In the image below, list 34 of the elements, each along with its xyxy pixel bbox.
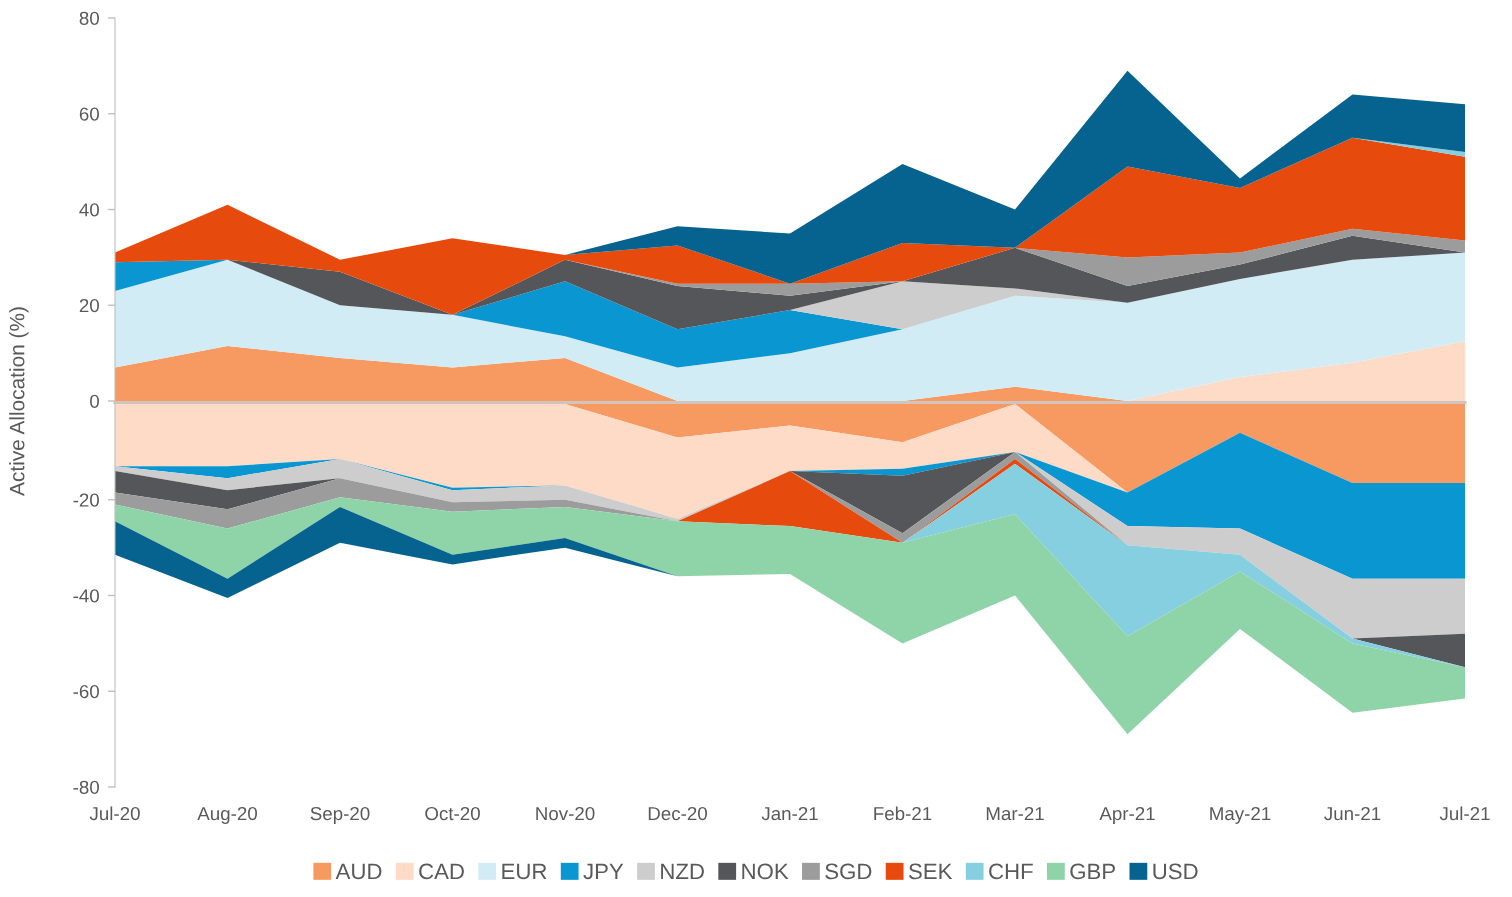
y-tick-label: 40 bbox=[79, 203, 99, 217]
legend-label: GBP bbox=[1070, 863, 1115, 880]
legend-label: JPY bbox=[583, 863, 624, 880]
y-tick-label: 60 bbox=[79, 107, 99, 121]
legend-label: SGD bbox=[825, 863, 872, 880]
y-tick-label: 0 bbox=[90, 394, 99, 408]
y-tick-label: -20 bbox=[73, 493, 99, 507]
y-tick-label: 20 bbox=[79, 298, 99, 313]
x-tick-label: Nov-20 bbox=[536, 806, 595, 821]
x-tick-label: Apr-21 bbox=[1099, 806, 1155, 824]
y-tick-label: -40 bbox=[73, 589, 99, 603]
x-tick-label: Aug-20 bbox=[197, 806, 257, 824]
x-tick-label: Jan-21 bbox=[761, 806, 818, 821]
legend-label: EUR bbox=[502, 863, 547, 880]
legend-label: CHF bbox=[989, 863, 1033, 880]
x-tick-label: Feb-21 bbox=[874, 806, 932, 821]
x-tick-label: Sep-20 bbox=[310, 806, 370, 824]
x-tick-label: Oct-20 bbox=[425, 806, 480, 821]
y-tick-label: 80 bbox=[79, 11, 99, 25]
legend-label: SEK bbox=[908, 863, 953, 880]
legend-label: NOK bbox=[742, 863, 789, 880]
x-tick-label: Jun-21 bbox=[1324, 806, 1381, 821]
legend-label: NZD bbox=[661, 863, 704, 880]
legend-label: USD bbox=[1153, 863, 1198, 880]
x-tick-label: Jul-20 bbox=[89, 806, 140, 821]
x-tick-label: Dec-20 bbox=[648, 806, 707, 821]
y-tick-label: -80 bbox=[73, 780, 99, 794]
x-tick-label: Jul-21 bbox=[1439, 806, 1490, 821]
y-axis-title: Active Allocation (%) bbox=[9, 307, 29, 496]
x-tick-label: Mar-21 bbox=[986, 806, 1044, 821]
y-tick-label: -60 bbox=[73, 684, 99, 699]
legend-label: CAD bbox=[419, 863, 464, 880]
x-tick-label: May-21 bbox=[1210, 806, 1271, 824]
legend-label: AUD bbox=[335, 863, 382, 880]
